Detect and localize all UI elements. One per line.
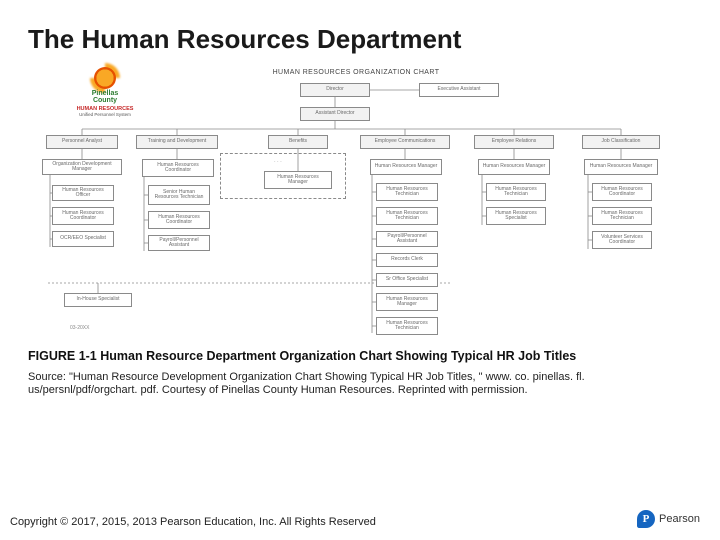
org-node-c4c: Human Resources Technician	[376, 207, 438, 225]
org-node-c6a: Human Resources Manager	[584, 159, 658, 175]
logo-line1: Pinellas	[92, 90, 118, 97]
slide-title: The Human Resources Department	[28, 24, 692, 55]
logo-line2: County	[93, 97, 117, 104]
org-node-c1b: Human Resources Officer	[52, 185, 114, 201]
org-node-c6c: Human Resources Technician	[592, 207, 652, 225]
org-node-c2d: Payroll/Personnel Assistant	[148, 235, 210, 251]
sun-icon	[94, 67, 116, 89]
org-node-c4a: Human Resources Manager	[370, 159, 442, 175]
org-node-c5b: Human Resources Technician	[486, 183, 546, 201]
org-node-c6d: Volunteer Services Coordinator	[592, 231, 652, 249]
chart-title: HUMAN RESOURCES ORGANIZATION CHART	[273, 69, 440, 76]
org-node-c4h: Human Resources Technician	[376, 317, 438, 335]
org-node-exec_asst: Executive Assistant	[419, 83, 499, 97]
org-node-c4e: Records Clerk	[376, 253, 438, 267]
logo-sub: Unified Personnel System	[60, 112, 150, 117]
figure-caption: FIGURE 1-1 Human Resource Department Org…	[28, 349, 692, 365]
org-node-col2_head: Training and Development	[136, 135, 218, 149]
org-node-c4b: Human Resources Technician	[376, 183, 438, 201]
org-node-asst_dir: Assistant Director	[300, 107, 370, 121]
copyright-text: Copyright © 2017, 2015, 2013 Pearson Edu…	[10, 516, 376, 528]
org-node-c6b: Human Resources Coordinator	[592, 183, 652, 201]
org-node-c2b: Senior Human Resources Technician	[148, 185, 210, 205]
org-node-col1_head: Personnel Analyst	[46, 135, 118, 149]
county-logo: Pinellas County HUMAN RESOURCES Unified …	[60, 67, 150, 117]
org-node-c4d: Payroll/Personnel Assistant	[376, 231, 438, 247]
source-text: Source: "Human Resource Development Orga…	[28, 371, 692, 399]
pearson-word: Pearson	[659, 513, 700, 525]
org-node-rev: 03-20XX	[70, 325, 110, 335]
org-node-c1c: Human Resources Coordinator	[52, 207, 114, 225]
org-node-c1a: Organization Development Manager	[42, 159, 122, 175]
org-node-c4f: Sr Office Specialist	[376, 273, 438, 287]
pearson-badge-icon: P	[637, 510, 655, 528]
org-node-c2c: Human Resources Coordinator	[148, 211, 210, 229]
org-node-director: Director	[300, 83, 370, 97]
org-chart: Pinellas County HUMAN RESOURCES Unified …	[24, 63, 688, 343]
dashed-group-0	[220, 153, 346, 199]
pearson-logo: P Pearson	[637, 510, 700, 528]
org-node-c2a: Human Resources Coordinator	[142, 159, 214, 177]
org-node-c5a: Human Resources Manager	[478, 159, 550, 175]
org-node-col6_head: Job Classification	[582, 135, 660, 149]
org-node-c1d: OCR/EEO Specialist	[52, 231, 114, 247]
org-node-col5_head: Employee Relations	[474, 135, 554, 149]
org-node-col4_head: Employee Communications	[360, 135, 450, 149]
org-node-col3_head: Benefits	[268, 135, 328, 149]
org-node-c5c: Human Resources Specialist	[486, 207, 546, 225]
org-node-c4g: Human Resources Manager	[376, 293, 438, 311]
org-node-bottom_spec: In-House Specialist	[64, 293, 132, 307]
logo-red-line: HUMAN RESOURCES	[77, 106, 134, 112]
